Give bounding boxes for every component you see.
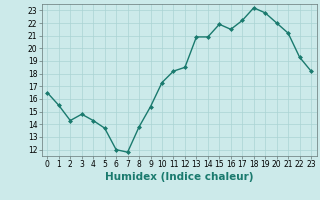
X-axis label: Humidex (Indice chaleur): Humidex (Indice chaleur) xyxy=(105,172,253,182)
